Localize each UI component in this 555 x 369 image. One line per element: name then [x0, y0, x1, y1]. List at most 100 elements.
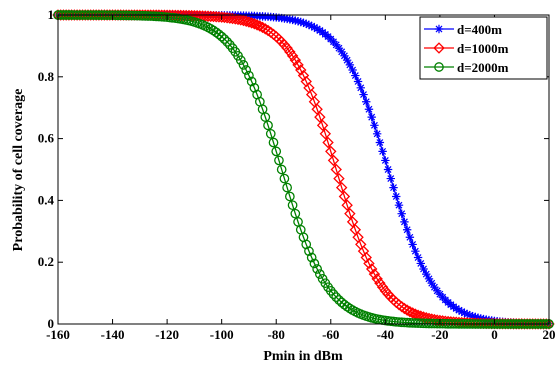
- data-point: [360, 251, 372, 264]
- legend-marker: [434, 62, 444, 72]
- data-point: [287, 200, 298, 211]
- data-point: [465, 310, 475, 320]
- data-point: [311, 103, 323, 115]
- data-point: [331, 292, 342, 303]
- data-point: [241, 65, 252, 75]
- data-point: [389, 183, 398, 192]
- data-point: [345, 303, 355, 314]
- x-axis-label: Pmin in dBm: [263, 349, 343, 364]
- data-point: [394, 200, 404, 210]
- data-point: [295, 64, 307, 76]
- x-tick-label: -40: [377, 327, 394, 342]
- data-point: [346, 216, 359, 228]
- data-point: [372, 129, 382, 139]
- data-point: [371, 273, 383, 285]
- data-point: [306, 252, 317, 263]
- data-point: [286, 50, 299, 62]
- data-point: [359, 90, 368, 99]
- data-point: [238, 60, 249, 70]
- data-point: [282, 182, 292, 193]
- data-point: [406, 307, 419, 319]
- data-point: [304, 246, 314, 257]
- y-axis-label: Probability of cell coverage: [11, 89, 26, 252]
- legend: d=400m d=1000m d=2000m: [419, 16, 548, 80]
- data-point: [256, 21, 269, 34]
- data-point: [271, 146, 282, 157]
- data-point: [219, 34, 230, 44]
- y-tick-label: 0.6: [38, 131, 55, 146]
- data-point: [457, 307, 466, 316]
- x-tick-label: -20: [431, 327, 448, 342]
- data-point: [310, 23, 319, 32]
- axis-layer: -160 -140 -120 -100 -80 -60 -40 -20 0 20 0 0.2 0.4 0.…: [38, 7, 555, 342]
- data-point: [427, 278, 436, 288]
- data-point: [304, 20, 314, 30]
- data-point: [293, 17, 303, 26]
- data-point: [340, 51, 349, 61]
- data-point: [432, 286, 442, 296]
- y-tick-label: 0: [48, 316, 55, 331]
- x-tick-label: -160: [46, 327, 70, 342]
- data-point: [246, 76, 257, 87]
- data-point: [259, 23, 272, 35]
- plot-frame: [57, 14, 550, 325]
- data-point: [284, 46, 296, 58]
- data-point: [333, 172, 345, 185]
- data-point: [319, 128, 332, 140]
- legend-marker: [433, 42, 445, 54]
- data-point: [471, 312, 480, 322]
- data-point: [254, 20, 266, 32]
- data-point: [281, 42, 293, 54]
- data-point: [249, 82, 260, 93]
- data-point: [248, 18, 261, 30]
- data-point: [422, 269, 431, 279]
- data-point: [365, 263, 378, 275]
- data-point: [392, 192, 401, 201]
- data-point: [454, 305, 464, 315]
- data-point: [334, 295, 344, 305]
- data-point: [289, 54, 302, 66]
- x-tick-label: -60: [322, 327, 339, 342]
- data-point: [316, 119, 329, 132]
- data-point: [288, 15, 297, 25]
- data-point: [411, 246, 420, 256]
- data-point: [342, 55, 352, 65]
- data-point: [332, 40, 341, 50]
- data-point: [378, 147, 387, 156]
- legend-label: d=400m: [457, 22, 502, 37]
- data-point: [419, 264, 428, 274]
- data-point: [265, 128, 276, 139]
- data-point: [401, 304, 413, 316]
- data-point: [375, 138, 385, 147]
- data-point: [386, 174, 395, 183]
- data-point: [235, 55, 246, 66]
- data-point: [216, 31, 227, 42]
- data-point: [452, 304, 461, 313]
- data-point: [296, 17, 305, 27]
- data-point: [424, 274, 434, 284]
- data-point: [404, 305, 416, 318]
- data-point: [274, 155, 284, 166]
- data-point: [328, 289, 339, 299]
- y-tick-label: 0.8: [38, 69, 55, 84]
- legend-marker: [434, 24, 444, 34]
- data-point: [370, 121, 379, 130]
- data-point: [376, 281, 389, 293]
- data-point: [364, 105, 374, 114]
- data-point: [314, 111, 326, 123]
- data-point: [315, 269, 325, 279]
- data-point: [341, 199, 353, 211]
- data-point: [363, 257, 375, 270]
- data-point: [405, 233, 415, 242]
- data-point: [245, 17, 258, 29]
- data-point: [214, 29, 224, 40]
- data-point: [416, 259, 425, 268]
- data-point: [263, 120, 273, 131]
- data-point: [345, 60, 355, 70]
- data-point: [430, 282, 439, 292]
- data-point: [402, 225, 412, 234]
- data-point: [383, 165, 393, 174]
- data-point: [268, 137, 279, 148]
- data-point: [222, 36, 232, 47]
- x-tick-label: -140: [101, 327, 125, 342]
